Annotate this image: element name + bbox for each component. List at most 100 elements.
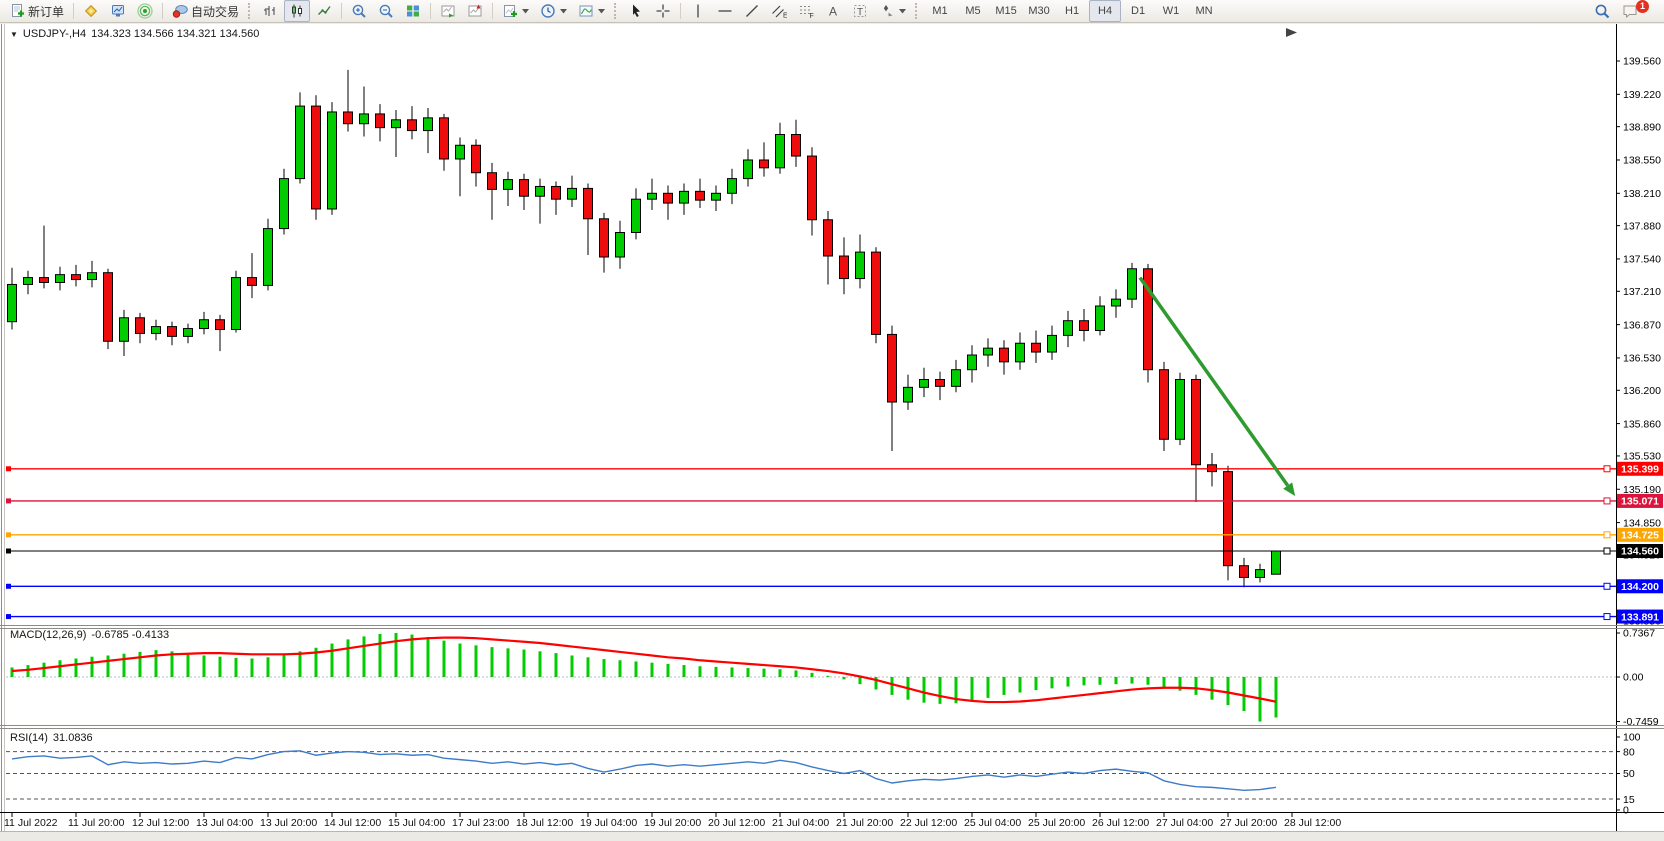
zoom-out-button[interactable] — [373, 0, 399, 22]
hline-handle[interactable] — [6, 466, 11, 472]
tab-timeframe-h1[interactable]: H1 — [1065, 5, 1080, 17]
svg-text:T: T — [857, 7, 863, 18]
hline-handle[interactable] — [1603, 582, 1611, 590]
virtual-hosting-button[interactable] — [105, 0, 131, 22]
svg-text:E: E — [783, 13, 787, 20]
svg-text:138.550: 138.550 — [1623, 155, 1661, 167]
hline-handle[interactable] — [1603, 547, 1611, 555]
candle-down — [871, 251, 881, 335]
deposit-button[interactable] — [78, 0, 104, 22]
label-tool-button[interactable]: T — [847, 0, 873, 22]
horizontal-line-tool-button[interactable] — [712, 0, 738, 22]
chart-title[interactable]: ▼ USDJPY-,H4 134.323 134.566 134.321 134… — [10, 28, 259, 40]
hline-handle[interactable] — [6, 583, 11, 589]
vertical-line-tool-button[interactable] — [685, 0, 711, 22]
chat-button[interactable]: 1 — [1617, 0, 1660, 22]
toolbar-grip[interactable] — [614, 3, 619, 19]
axis-label-135.071: 135.071 — [1617, 493, 1663, 508]
fibonacci-tool-button[interactable]: F — [793, 0, 819, 22]
svg-text:15: 15 — [1623, 794, 1635, 806]
chart-title-ohlc: 134.323 134.566 134.321 134.560 — [91, 28, 260, 40]
search-button[interactable] — [1589, 0, 1616, 22]
candle-down — [759, 159, 769, 169]
candle-up — [263, 228, 273, 286]
candle-up — [1047, 334, 1057, 353]
svg-text:137.540: 137.540 — [1623, 254, 1661, 266]
cursor-tool-button[interactable] — [623, 0, 649, 22]
candle-down — [807, 155, 817, 221]
templates-dropdown[interactable] — [573, 0, 610, 22]
tab-timeframe-m1[interactable]: M1 — [932, 5, 948, 17]
chevron-down-icon — [560, 8, 568, 13]
autotrading-button[interactable]: 自动交易 — [167, 0, 244, 22]
zoom-in-button[interactable] — [346, 0, 372, 22]
arrows-dropdown[interactable] — [874, 0, 911, 22]
tab-timeframe-m15[interactable]: M15 — [995, 5, 1017, 17]
hline-135.071[interactable] — [6, 497, 1616, 505]
signals-button[interactable] — [132, 0, 158, 22]
hline-handle[interactable] — [1603, 531, 1611, 539]
tab-timeframe-d1[interactable]: D1 — [1131, 5, 1146, 17]
candle-up — [151, 326, 161, 334]
candle-down — [887, 333, 897, 403]
tab-timeframe-h4[interactable]: H4 — [1089, 0, 1122, 22]
time-axis[interactable]: 11 Jul 2022 11 Jul 20:00 12 Jul 12:00 13 Ju… — [4, 813, 1341, 829]
collapse-icon[interactable]: ▼ — [10, 29, 18, 39]
trend-arrow-annotation[interactable] — [1138, 276, 1296, 497]
chart-shift-button[interactable] — [462, 0, 488, 22]
line-chart-button[interactable] — [311, 0, 337, 22]
hline-134.200[interactable] — [6, 582, 1616, 590]
tab-timeframe-m30[interactable]: M30 — [1028, 5, 1050, 17]
candle-down — [375, 113, 385, 129]
svg-text:22 Jul 12:00: 22 Jul 12:00 — [900, 817, 957, 829]
hline-handle[interactable] — [1603, 613, 1611, 621]
text-icon: A — [829, 5, 837, 19]
svg-text:0: 0 — [1623, 805, 1629, 817]
candle-down — [311, 105, 321, 210]
candle-down — [167, 326, 177, 337]
candlestick-chart-button[interactable] — [284, 0, 311, 22]
tile-windows-button[interactable] — [400, 0, 426, 22]
hline-handle[interactable] — [6, 532, 11, 538]
remote-terminal-icon — [112, 5, 125, 17]
hline-handle[interactable] — [1603, 497, 1611, 505]
toolbar-grip[interactable] — [915, 3, 920, 19]
hline-handle[interactable] — [6, 614, 11, 620]
tab-timeframe-mn[interactable]: MN — [1195, 5, 1213, 17]
period-dropdown[interactable] — [535, 0, 572, 22]
chevron-down-icon — [522, 8, 530, 13]
hline-134.725[interactable] — [6, 531, 1616, 539]
svg-text:21 Jul 20:00: 21 Jul 20:00 — [836, 817, 893, 829]
candle-down — [519, 179, 529, 197]
candle-up — [7, 283, 17, 323]
notification-badge[interactable]: 1 — [1636, 0, 1649, 13]
svg-text:12 Jul 12:00: 12 Jul 12:00 — [132, 817, 189, 829]
svg-text:17 Jul 23:00: 17 Jul 23:00 — [452, 817, 509, 829]
tab-timeframe-m5[interactable]: M5 — [965, 5, 981, 17]
chart-canvas[interactable]: 139.560 139.220 138.890 138.550 138.210 137.8… — [0, 24, 1664, 841]
hline-handle[interactable] — [1603, 465, 1611, 473]
text-tool-button[interactable]: A — [820, 0, 846, 22]
hline-133.891[interactable] — [6, 613, 1616, 621]
auto-scroll-button[interactable] — [435, 0, 461, 22]
scroll-to-end-marker[interactable] — [1286, 28, 1297, 37]
crosshair-tool-button[interactable] — [650, 0, 676, 22]
chart-title-symbol: USDJPY-,H4 — [22, 28, 87, 40]
toolbar-separator — [492, 3, 494, 19]
axis-label-134.560: 134.560 — [1617, 544, 1663, 558]
new-order-button[interactable]: 新订单 — [4, 0, 69, 22]
tab-timeframe-w1[interactable]: W1 — [1162, 5, 1180, 17]
autotrading-label: 自动交易 — [191, 4, 240, 19]
equidistant-channel-tool-button[interactable]: E — [766, 0, 792, 22]
new-chart-dropdown[interactable] — [497, 0, 534, 22]
candle-up — [279, 178, 289, 230]
toolbar-grip[interactable] — [248, 3, 253, 19]
candlestick-chart-icon — [292, 4, 303, 18]
hline-handle[interactable] — [6, 548, 11, 554]
hline-handle[interactable] — [6, 498, 11, 504]
hline-134.560[interactable] — [6, 547, 1616, 555]
candle-down — [39, 277, 49, 283]
bar-chart-button[interactable] — [257, 0, 283, 22]
hline-135.399[interactable] — [6, 465, 1616, 473]
trendline-tool-button[interactable] — [739, 0, 765, 22]
